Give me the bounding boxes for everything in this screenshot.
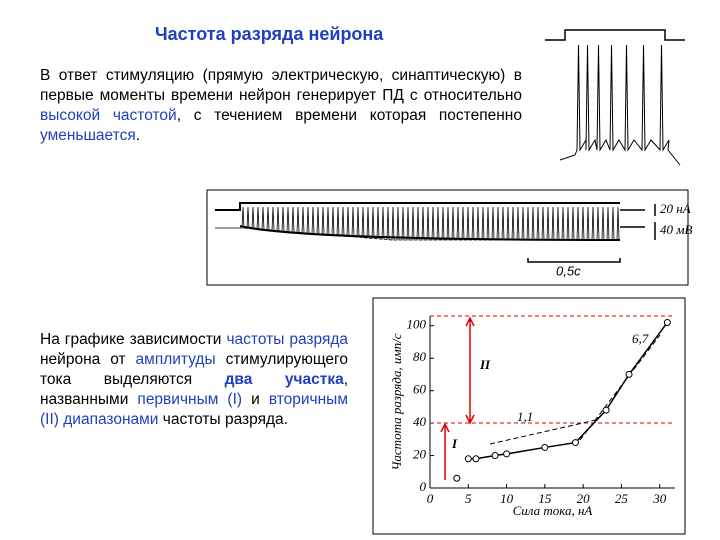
x-tick-label: 25 [615,491,629,506]
point [625,370,633,378]
annotation: II [479,357,491,372]
spike-train [215,206,620,241]
text: , названными [40,371,349,408]
point [571,439,579,447]
chart: 0 5 10 15 20 25 30 0 20 40 60 80 100 Сила тока, нА Час… [389,315,675,518]
point [541,443,549,451]
text: и [242,391,269,408]
trace-frame [206,189,689,286]
annotation: 6,7 [632,331,649,346]
y-tick-label: 0 [420,479,427,494]
annotation: I [451,436,458,451]
annotation: 1,1 [517,409,533,424]
highlight: вторичным (II) диапазонами [40,391,348,428]
stimulus-trace [545,29,685,41]
text: нейрона от [40,351,136,368]
highlight: уменьшается [40,127,136,144]
text: На графике зависимости [40,331,227,348]
x-tick-label: 15 [538,491,552,506]
title: Частота разряда нейрона [155,24,384,44]
range-arrows [440,316,475,480]
scale-label: 40 мВ [660,222,693,237]
point [472,455,480,463]
paragraph: В ответ стимуляцию (прямую электрическую… [40,66,522,146]
y-tick-label: 40 [413,414,427,429]
point [464,455,472,463]
y-tick-label: 100 [407,317,427,332]
paragraph: На графике зависимости частоты разряда н… [40,330,348,430]
highlight: два участка [224,371,344,388]
point [491,452,499,460]
text: частоты разряда. [158,411,288,428]
highlight: высокой частотой [40,107,177,124]
highlight: амплитуды [135,351,216,368]
stim-line [215,202,620,211]
scale-bars [527,204,656,263]
highlight: первичным (I) [137,391,243,408]
scale-label: 20 нА [660,201,691,216]
spike-path [559,44,681,166]
range-lines [430,315,675,424]
y-tick-label: 20 [413,447,427,462]
point [602,406,610,414]
text: В ответ стимуляцию (прямую электрическую… [40,67,522,104]
point [663,318,671,326]
x-tick-label: 20 [577,491,591,506]
middle-trace [215,202,621,241]
text: , с течением времени которая постепенно [176,107,522,124]
x-axis-label: Сила тока, нА [513,503,593,518]
y-axis-label: Частота разряда, имп/с [389,333,404,470]
voltage-base [239,225,621,241]
highlight: частоты разряда [226,331,348,348]
scale-label: 0,5с [556,263,581,278]
x-tick-label: 0 [427,491,434,506]
y-tick-label: 60 [413,382,427,397]
spike-trace [559,44,681,166]
x-tick-label: 10 [500,491,514,506]
x-tick-label: 30 [652,491,667,506]
point [503,450,511,458]
x-tick-label: 5 [465,491,472,506]
fit-lines [489,334,661,445]
text: стимулирующего тока выделяются [40,351,348,388]
y-tick-label: 80 [413,349,427,364]
text: . [135,127,141,144]
point [453,474,461,482]
chart-frame [372,297,686,535]
